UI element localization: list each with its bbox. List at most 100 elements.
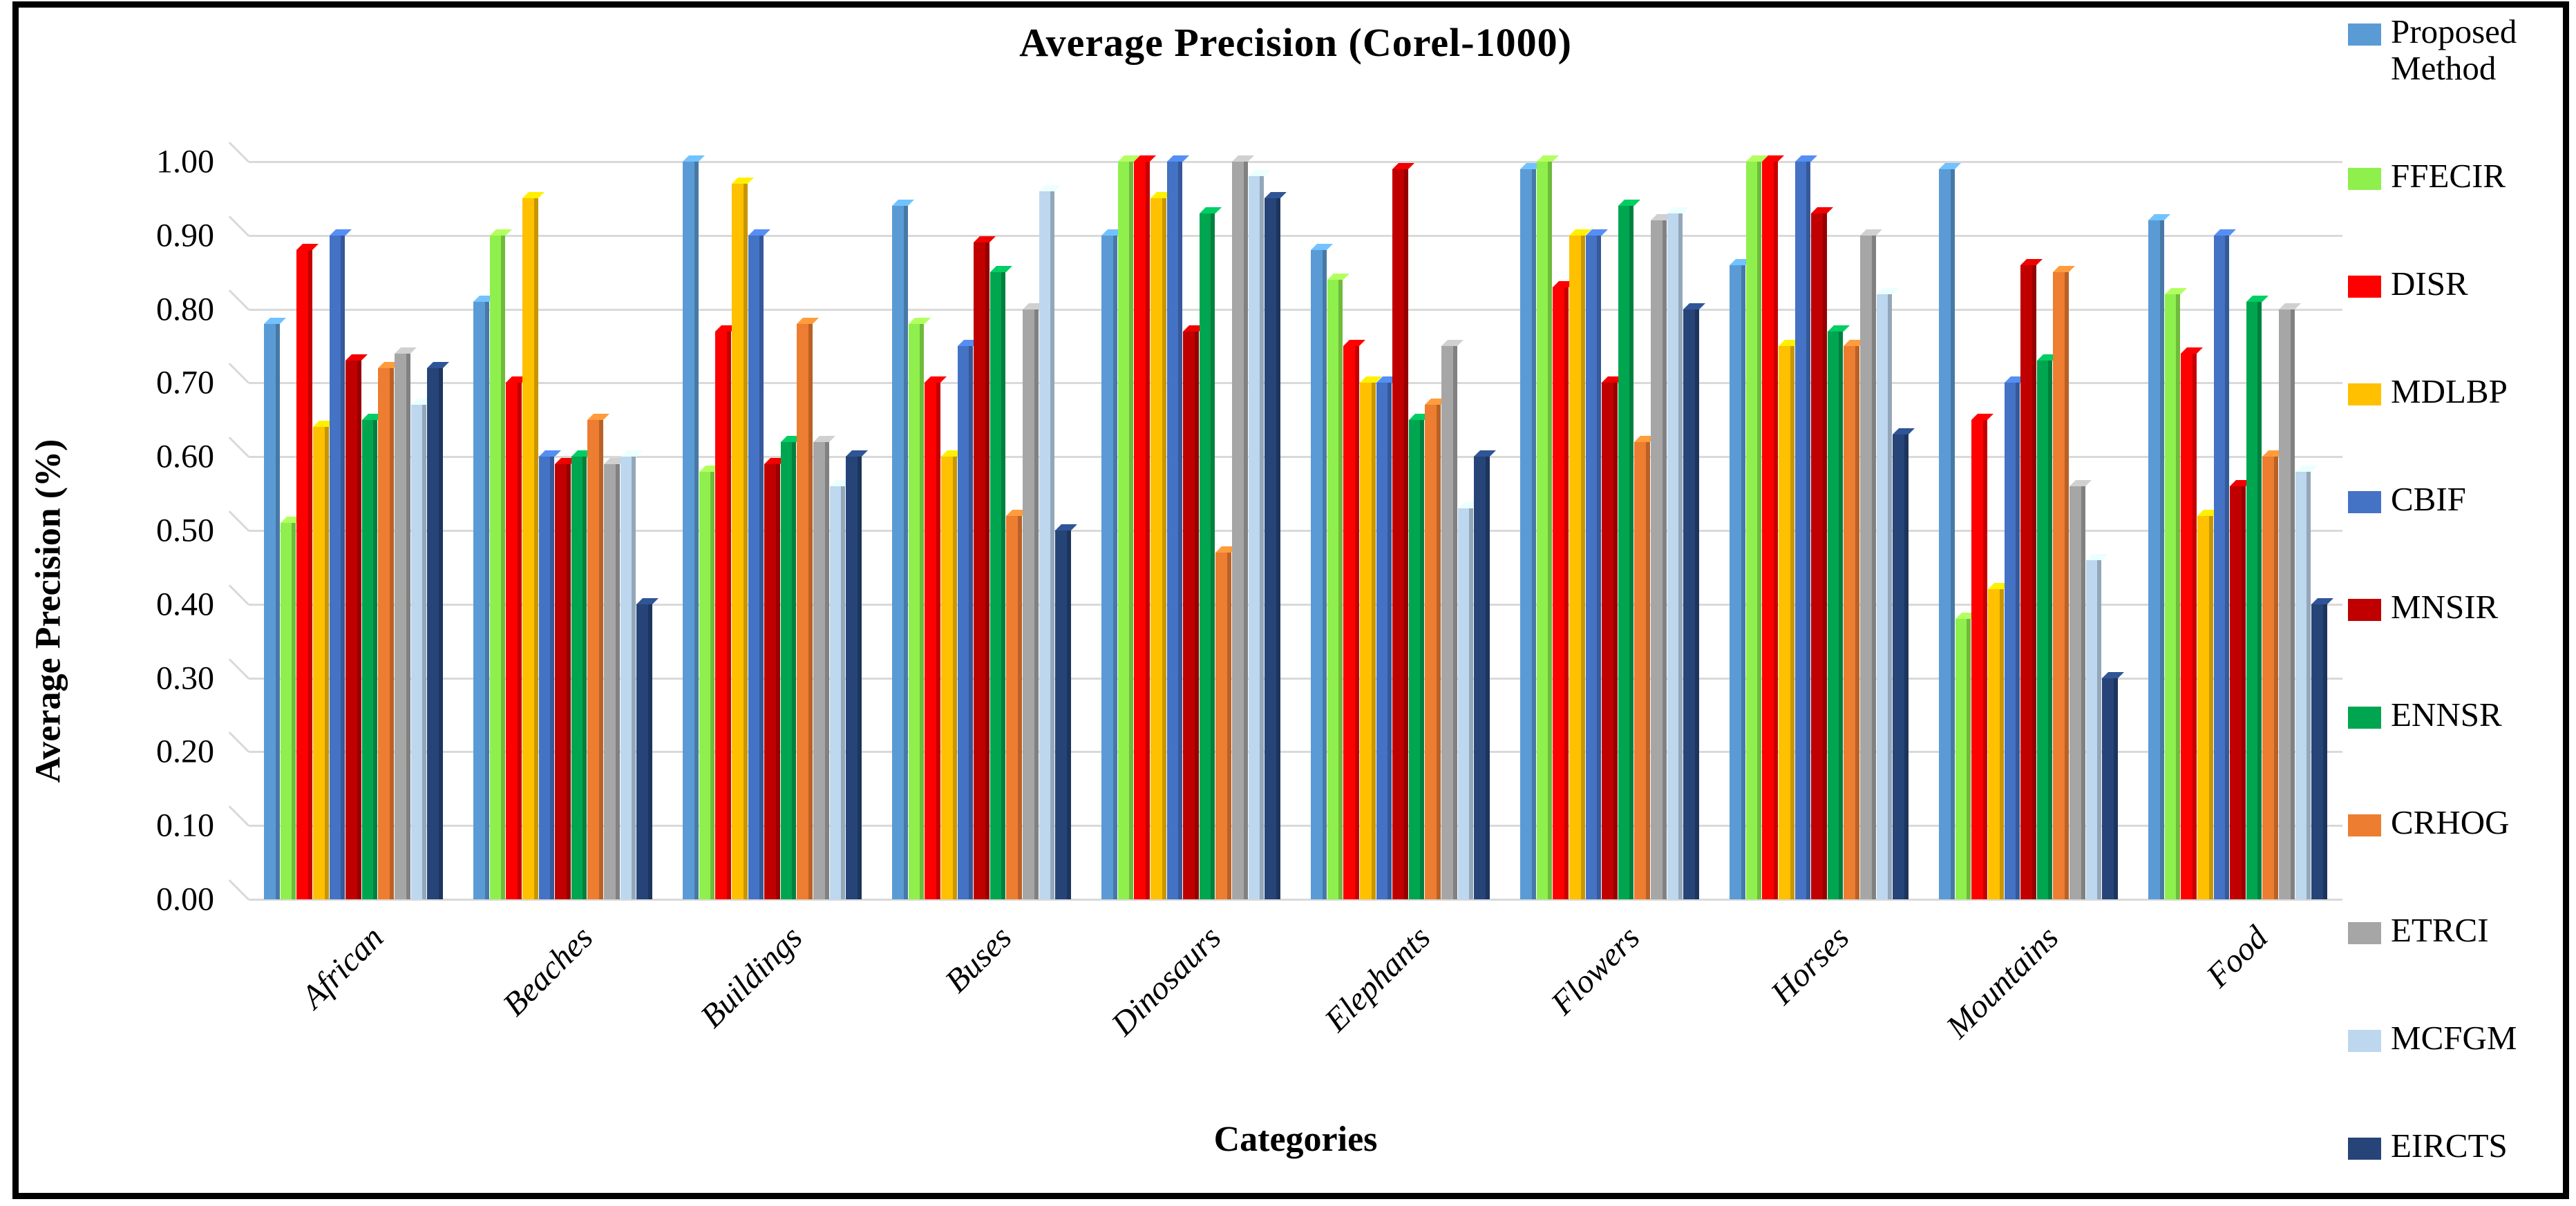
bar-3d-cap	[1876, 288, 1899, 295]
bar-proposed-method-buses	[892, 200, 914, 899]
bar-mdlbp-elephants	[1359, 376, 1382, 899]
bar-3d-cap	[1971, 413, 1993, 420]
bar-eircts-beaches	[636, 597, 659, 899]
chart-title: Average Precision (Corel-1000)	[1019, 20, 1572, 65]
bar-mcfgm-mountains	[2085, 553, 2108, 899]
bar-3d-cap	[2246, 295, 2269, 302]
bar-ffecir-african	[280, 517, 303, 899]
bar-ffecir-elephants	[1327, 273, 1349, 899]
bar-3d-cap	[1343, 340, 1365, 346]
bar-cbif-dinosaurs	[1166, 155, 1189, 899]
legend-swatch	[2348, 814, 2381, 837]
legend-swatch	[2348, 922, 2381, 945]
legend-swatch	[2348, 598, 2381, 621]
bar-mnsir-elephants	[1392, 162, 1414, 899]
gridline	[249, 825, 2342, 827]
bar-crhog-african	[378, 362, 401, 899]
bar-disr-mountains	[1971, 413, 1993, 899]
bar-ennsr-buildings	[780, 435, 803, 899]
x-axis-title: Categories	[1213, 1120, 1378, 1159]
y-tick-label: 0.20	[156, 733, 214, 770]
bar-mcfgm-dinosaurs	[1248, 170, 1271, 899]
bar-3d-cap	[974, 236, 996, 243]
bar-3d-cap	[1311, 244, 1333, 251]
legend-item-mcfgm: MCFGM	[2348, 1020, 2569, 1057]
bar-mdlbp-buses	[940, 450, 963, 899]
legend-swatch	[2348, 23, 2381, 46]
legend-label: ENNSR	[2391, 696, 2502, 734]
bar-3d-cap	[989, 266, 1012, 273]
axis-depth-tick	[228, 805, 250, 827]
legend-label: Proposed Method	[2391, 12, 2517, 87]
bar-3d-cap	[1939, 162, 1961, 169]
plot-area	[228, 142, 2342, 901]
bar-ennsr-elephants	[1408, 413, 1431, 899]
bar-eircts-buildings	[846, 450, 868, 899]
axis-depth-tick	[228, 437, 250, 458]
axis-depth-tick	[228, 658, 250, 680]
bar-mcfgm-beaches	[620, 450, 643, 899]
bar-mcfgm-food	[2295, 465, 2318, 899]
legend-label: DISR	[2391, 264, 2468, 303]
bar-mdlbp-food	[2197, 509, 2219, 899]
legend-item-eircts: EIRCTS	[2348, 1127, 2569, 1165]
axis-depth-tick	[228, 215, 250, 237]
legend-item-mnsir: MNSIR	[2348, 588, 2569, 626]
bar-crhog-horses	[1844, 340, 1866, 899]
bar-etrci-dinosaurs	[1232, 155, 1254, 899]
x-category-label: African	[294, 919, 390, 1015]
bar-disr-flowers	[1553, 280, 1575, 899]
legend-item-mdlbp: MDLBP	[2348, 373, 2569, 410]
bar-eircts-mountains	[2102, 671, 2124, 899]
bar-ffecir-buses	[908, 317, 931, 899]
bar-proposed-method-food	[2148, 214, 2170, 899]
legend: Proposed Method FFECIR DISR MDLBP CBIF MNSIR E…	[2348, 12, 2569, 1165]
bar-3d-cap	[1392, 162, 1414, 169]
legend-item-cbif: CBIF	[2348, 481, 2569, 518]
gridline	[249, 751, 2342, 754]
bar-3d-cap	[522, 192, 544, 199]
bar-disr-horses	[1762, 155, 1784, 899]
y-tick-label: 0.90	[156, 217, 214, 254]
bar-eircts-elephants	[1474, 450, 1496, 899]
legend-item-crhog: CRHOG	[2348, 804, 2569, 841]
bar-ffecir-beaches	[489, 229, 512, 899]
bar-3d-cap	[345, 354, 368, 361]
bar-disr-african	[296, 244, 319, 899]
bar-3d-cap	[2148, 214, 2170, 221]
x-category-label: Beaches	[495, 919, 600, 1024]
bar-3d-cap	[731, 178, 754, 184]
bar-ennsr-flowers	[1618, 200, 1640, 899]
bar-eircts-flowers	[1683, 303, 1705, 899]
legend-item-disr: DISR	[2348, 264, 2569, 303]
bar-3d-cap	[1827, 325, 1850, 332]
bar-3d-cap	[908, 317, 931, 324]
legend-swatch	[2348, 383, 2381, 405]
bar-cbif-beaches	[538, 450, 561, 899]
legend-swatch	[2348, 490, 2381, 513]
bar-mcfgm-buildings	[829, 479, 852, 899]
legend-item-ffecir: FFECIR	[2348, 157, 2569, 195]
bar-cbif-buildings	[748, 229, 770, 899]
bar-3d-cap	[2020, 258, 2043, 265]
y-tick-label: 0.30	[156, 660, 214, 697]
bar-proposed-method-mountains	[1939, 162, 1961, 899]
bar-etrci-beaches	[604, 457, 626, 899]
bar-crhog-buses	[1006, 509, 1029, 899]
legend-swatch	[2348, 707, 2381, 729]
bar-crhog-mountains	[2053, 266, 2076, 899]
bar-mnsir-buildings	[764, 457, 786, 899]
x-category-label: Buildings	[693, 919, 809, 1035]
gridline	[249, 382, 2342, 385]
bar-3d-cap	[892, 200, 914, 207]
bar-cbif-flowers	[1585, 229, 1608, 899]
bar-proposed-method-buildings	[683, 155, 705, 899]
bar-cbif-food	[2213, 229, 2236, 899]
bar-mnsir-horses	[1811, 207, 1833, 899]
bar-3d-cap	[2070, 479, 2092, 486]
bar-3d-cap	[1441, 340, 1464, 346]
y-tick-label: 0.10	[156, 807, 214, 844]
bar-3d-cap	[395, 347, 417, 354]
bar-crhog-food	[2262, 450, 2285, 899]
